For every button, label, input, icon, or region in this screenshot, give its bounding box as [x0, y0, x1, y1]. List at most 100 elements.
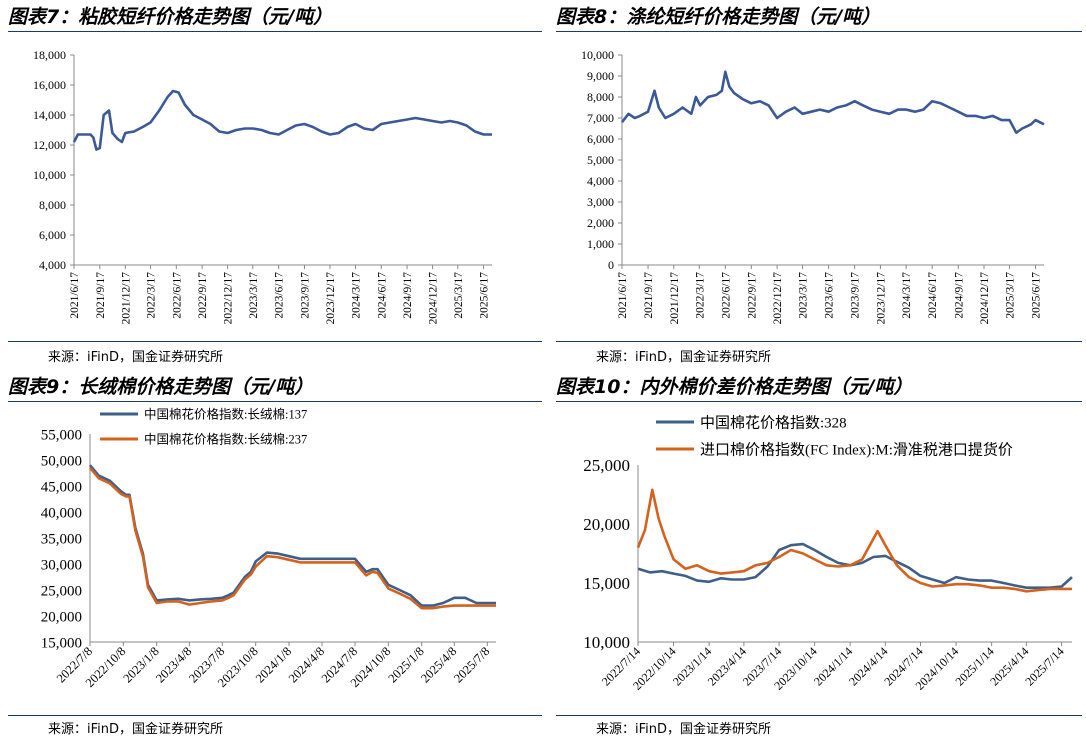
x-tick-label: 2023/12/17 — [325, 272, 337, 325]
x-tick-label: 2022/9/17 — [746, 272, 758, 319]
axes: 15,000 20,000 25,000 30,000 35,000 40,000 45,0… — [41, 427, 496, 690]
x-tick-label: 2023/3/17 — [798, 272, 810, 319]
x-tick-label: 2022/12/17 — [223, 272, 235, 325]
x-tick-label: 2023/6/17 — [824, 272, 836, 319]
x-tick-label: 2024/1/8 — [253, 644, 294, 685]
x-tick-label: 2024/9/17 — [402, 272, 414, 319]
chart-plot: 4,000 6,000 8,000 10,000 12,000 14,000 16,000 1… — [33, 48, 492, 324]
x-tick-label: 2022/12/17 — [772, 272, 784, 325]
source-note: 来源：iFinD，国金证券研究所 — [48, 350, 224, 365]
y-tick-label: 45,000 — [41, 479, 82, 495]
y-tick-label: 18,000 — [33, 48, 66, 62]
legend-label: 进口棉价格指数(FC Index):M:滑准税港口提货价 — [700, 441, 1013, 458]
title-rule — [556, 401, 1082, 402]
y-tick-label: 25,000 — [583, 456, 630, 475]
source-note: 来源：iFinD，国金证券研究所 — [48, 722, 224, 737]
x-tick-label: 2023/9/17 — [299, 272, 311, 319]
series-line-1 — [637, 542, 1073, 589]
chart-panel-7: 图表7：粘胶短纤价格走势图（元/吨） 4,000 6,000 8,000 10,000… — [8, 2, 542, 370]
x-tick-label: 2021/9/17 — [95, 272, 107, 319]
y-tick-label: 8,000 — [587, 90, 614, 104]
axes: 10,00015,00020,00025,0002022/7/142022/10… — [583, 456, 1072, 693]
chart-plot: 15,000 20,000 25,000 30,000 35,000 40,000 45,0… — [41, 407, 496, 690]
y-tick-label: 15,000 — [41, 635, 82, 651]
title-rule — [8, 31, 542, 32]
source-note: 来源：iFinD，国金证券研究所 — [596, 722, 772, 737]
x-tick-label: 2021/12/17 — [120, 272, 132, 325]
series-line-2 — [89, 466, 496, 610]
chart-plot: 0 1,000 2,000 3,000 4,000 5,000 6,000 7,000 8,00… — [581, 48, 1045, 324]
y-tick-label: 10,000 — [583, 633, 630, 652]
legend-item-1: 中国棉花价格指数:长绒棉:137 — [100, 407, 307, 422]
x-tick-label: 2024/12/17 — [428, 272, 440, 325]
series-line-1 — [620, 70, 1045, 134]
x-tick-label: 2024/9/17 — [953, 272, 965, 319]
chart-plot: 10,00015,00020,00025,0002022/7/142022/10… — [583, 414, 1073, 693]
x-tick-label: 2024/12/17 — [979, 272, 991, 325]
x-tick-label: 2025/7/8 — [451, 644, 492, 685]
x-tick-label: 2024/6/17 — [927, 272, 939, 319]
y-tick-label: 10,000 — [581, 48, 614, 62]
y-tick-label: 40,000 — [41, 505, 82, 521]
x-tick-label: 2021/12/17 — [669, 272, 681, 325]
y-tick-label: 1,000 — [587, 237, 614, 251]
x-tick-label: 2021/9/17 — [643, 272, 655, 319]
x-tick-label: 2021/6/17 — [69, 272, 81, 319]
x-tick-label: 2024/4/8 — [286, 644, 327, 685]
y-tick-label: 30,000 — [41, 557, 82, 573]
y-tick-label: 10,000 — [33, 168, 66, 182]
axes: 0 1,000 2,000 3,000 4,000 5,000 6,000 7,000 8,00… — [581, 48, 1044, 324]
source-note: 来源：iFinD，国金证券研究所 — [596, 350, 772, 365]
chart-title: 图表9：长绒棉价格走势图（元/吨） — [8, 376, 314, 398]
y-tick-label: 15,000 — [583, 574, 630, 593]
x-tick-label: 2022/9/17 — [197, 272, 209, 319]
y-tick-label: 0 — [608, 258, 614, 272]
legend-label: 中国棉花价格指数:328 — [700, 414, 847, 431]
x-tick-label: 2022/6/17 — [171, 272, 183, 319]
y-tick-label: 12,000 — [33, 138, 66, 152]
chart-panel-9: 图表9：长绒棉价格走势图（元/吨） 15,000 20,000 25,000 30,0… — [8, 372, 542, 740]
x-tick-label: 2025/6/17 — [1031, 272, 1043, 319]
y-tick-label: 20,000 — [583, 515, 630, 534]
y-tick-label: 35,000 — [41, 531, 82, 547]
y-tick-label: 9,000 — [587, 69, 614, 83]
legend-label: 中国棉花价格指数:长绒棉:137 — [144, 407, 307, 422]
source-rule — [8, 715, 542, 716]
x-tick-label: 2024/3/17 — [350, 272, 362, 319]
source-rule — [556, 715, 1082, 716]
chart-title: 图表10：内外棉价差价格走势图（元/吨） — [556, 376, 913, 398]
x-tick-label: 2025/3/17 — [1004, 272, 1016, 319]
x-tick-label: 2022/6/17 — [720, 272, 732, 319]
x-tick-label: 2022/3/17 — [694, 272, 706, 319]
y-tick-label: 4,000 — [39, 258, 66, 272]
y-tick-label: 8,000 — [39, 198, 66, 212]
chart-title: 图表8：涤纶短纤价格走势图（元/吨） — [556, 6, 881, 28]
source-rule — [556, 341, 1082, 342]
series-line-2 — [636, 488, 1072, 593]
axes: 4,000 6,000 8,000 10,000 12,000 14,000 16,000 1… — [33, 48, 492, 324]
source-rule — [8, 341, 542, 342]
title-rule — [556, 31, 1082, 32]
y-tick-label: 25,000 — [41, 583, 82, 599]
legend-item-2: 进口棉价格指数(FC Index):M:滑准税港口提货价 — [656, 441, 1013, 458]
y-tick-label: 2,000 — [587, 216, 614, 230]
x-tick-label: 2025/3/17 — [453, 272, 465, 319]
legend-label: 中国棉花价格指数:长绒棉:237 — [144, 432, 307, 447]
y-tick-label: 16,000 — [33, 78, 66, 92]
series-line-1 — [72, 89, 492, 151]
x-tick-label: 2023/12/17 — [875, 272, 887, 325]
x-tick-label: 2023/6/17 — [274, 272, 286, 319]
x-tick-label: 2025/7/14 — [1022, 644, 1066, 688]
legend-item-1: 中国棉花价格指数:328 — [656, 414, 847, 431]
y-tick-label: 55,000 — [41, 427, 82, 443]
x-tick-label: 2023/9/17 — [850, 272, 862, 319]
y-tick-label: 3,000 — [587, 195, 614, 209]
x-tick-label: 2025/4/8 — [418, 644, 459, 685]
legend-item-2: 中国棉花价格指数:长绒棉:237 — [100, 432, 307, 447]
chart-title: 图表7：粘胶短纤价格走势图（元/吨） — [8, 6, 333, 28]
y-tick-label: 20,000 — [41, 609, 82, 625]
y-tick-label: 14,000 — [33, 108, 66, 122]
x-tick-label: 2023/4/8 — [153, 644, 194, 685]
x-tick-label: 2023/3/17 — [248, 272, 260, 319]
x-tick-label: 2022/3/17 — [146, 272, 158, 319]
